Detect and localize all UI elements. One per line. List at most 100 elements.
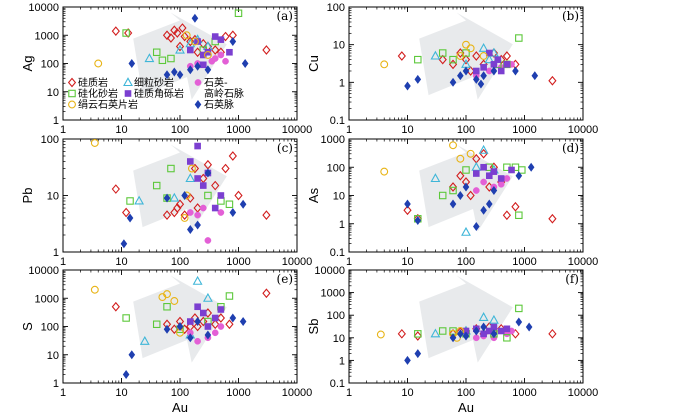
data-point (234, 9, 243, 18)
data-point (111, 301, 120, 312)
data-point (173, 28, 182, 38)
series-quartzvein (122, 313, 247, 379)
data-point (185, 173, 196, 183)
trend-arrow-e (133, 275, 227, 363)
x-tick-label: 1 (60, 387, 66, 399)
data-point (480, 322, 487, 332)
data-point (480, 71, 487, 81)
x-tick-label: 1000 (512, 387, 536, 399)
data-point (462, 182, 470, 192)
x-tick-label: 1000 (226, 256, 250, 268)
y-tick-label: 10000 (314, 265, 345, 277)
data-point (180, 210, 189, 220)
data-point (229, 208, 237, 217)
data-point (94, 59, 103, 68)
data-point (548, 328, 557, 339)
data-point (199, 204, 207, 212)
panel-e: 1 10 100 1000 10000 1 10 100 1000 10000 S Au (e) (20, 265, 312, 415)
data-point (176, 322, 184, 331)
data-point (497, 175, 505, 182)
data-point (414, 349, 422, 359)
data-point (234, 190, 243, 201)
y-tick-label: 100 (41, 322, 59, 334)
data-point (128, 350, 136, 360)
data-point (225, 200, 234, 209)
data-point (473, 67, 480, 75)
data-point (194, 317, 201, 326)
y-tick-label: 0.1 (330, 378, 345, 390)
y-tick-label: 10 (333, 191, 345, 203)
data-point (531, 71, 539, 81)
y-tick-label: 10000 (28, 265, 59, 277)
data-point (485, 327, 493, 335)
data-point (449, 77, 457, 87)
data-point (126, 197, 134, 205)
data-point (512, 66, 519, 76)
data-point (199, 316, 208, 327)
data-point (515, 304, 523, 313)
y-axis-label: S (20, 322, 35, 331)
panel-c: 1 10 100 1000 10000 1 10 100 Pb (c) (20, 134, 312, 268)
x-tick-label: 1000 (226, 387, 250, 399)
data-point (211, 45, 220, 55)
data-point (163, 324, 171, 334)
legend-label-quartzvein: 石英脉 (204, 98, 234, 111)
data-point (90, 285, 99, 294)
y-tick-label: 1 (339, 355, 345, 367)
data-point (413, 331, 422, 341)
data-point (152, 320, 161, 329)
series-finesand (134, 173, 196, 205)
data-point (194, 175, 201, 182)
data-point (438, 49, 447, 57)
data-point (473, 222, 480, 231)
data-point (478, 42, 489, 52)
data-point (217, 323, 225, 330)
legend-marker-quartzkaolin (194, 79, 202, 86)
y-tick-label: 1 (53, 378, 59, 390)
data-point (449, 186, 457, 195)
x-axis-label: Au (172, 400, 188, 415)
data-point (380, 60, 389, 69)
data-point (221, 31, 230, 42)
data-point (466, 190, 475, 201)
panel-label: (e) (277, 272, 293, 286)
data-point (503, 61, 511, 68)
data-point (515, 171, 523, 181)
data-point (380, 167, 389, 176)
data-point (527, 162, 535, 172)
data-point (449, 333, 457, 343)
data-point (430, 173, 441, 183)
series-quartzvein (120, 168, 247, 249)
y-tick-label: 0.1 (330, 115, 345, 127)
data-point (171, 67, 178, 77)
data-point (186, 193, 195, 203)
y-tick-label: 100 (41, 134, 59, 146)
data-point (477, 79, 485, 89)
data-point (225, 319, 234, 330)
series-breccia (187, 33, 233, 69)
data-point (111, 184, 120, 194)
data-point (497, 67, 505, 75)
data-point (222, 57, 229, 65)
legend-label-silicified: 硅化砂岩 (78, 87, 118, 100)
data-point (262, 288, 271, 299)
data-point (548, 75, 557, 86)
data-point (152, 48, 161, 57)
y-tick-label: 100 (41, 59, 59, 71)
data-point (187, 65, 194, 75)
data-point (414, 330, 422, 338)
data-point (461, 226, 471, 236)
data-point (226, 48, 233, 56)
data-point (211, 204, 219, 212)
y-tick-label: 0.1 (330, 247, 345, 259)
data-point (175, 41, 185, 52)
data-point (502, 210, 512, 221)
legend-label-finesand: 细粒砂岩 (134, 76, 174, 89)
data-point (438, 191, 447, 200)
data-point (414, 55, 422, 64)
legend-label-sericite: 绢云石英片岩 (78, 98, 138, 111)
data-point (170, 297, 179, 305)
data-point (162, 30, 172, 41)
